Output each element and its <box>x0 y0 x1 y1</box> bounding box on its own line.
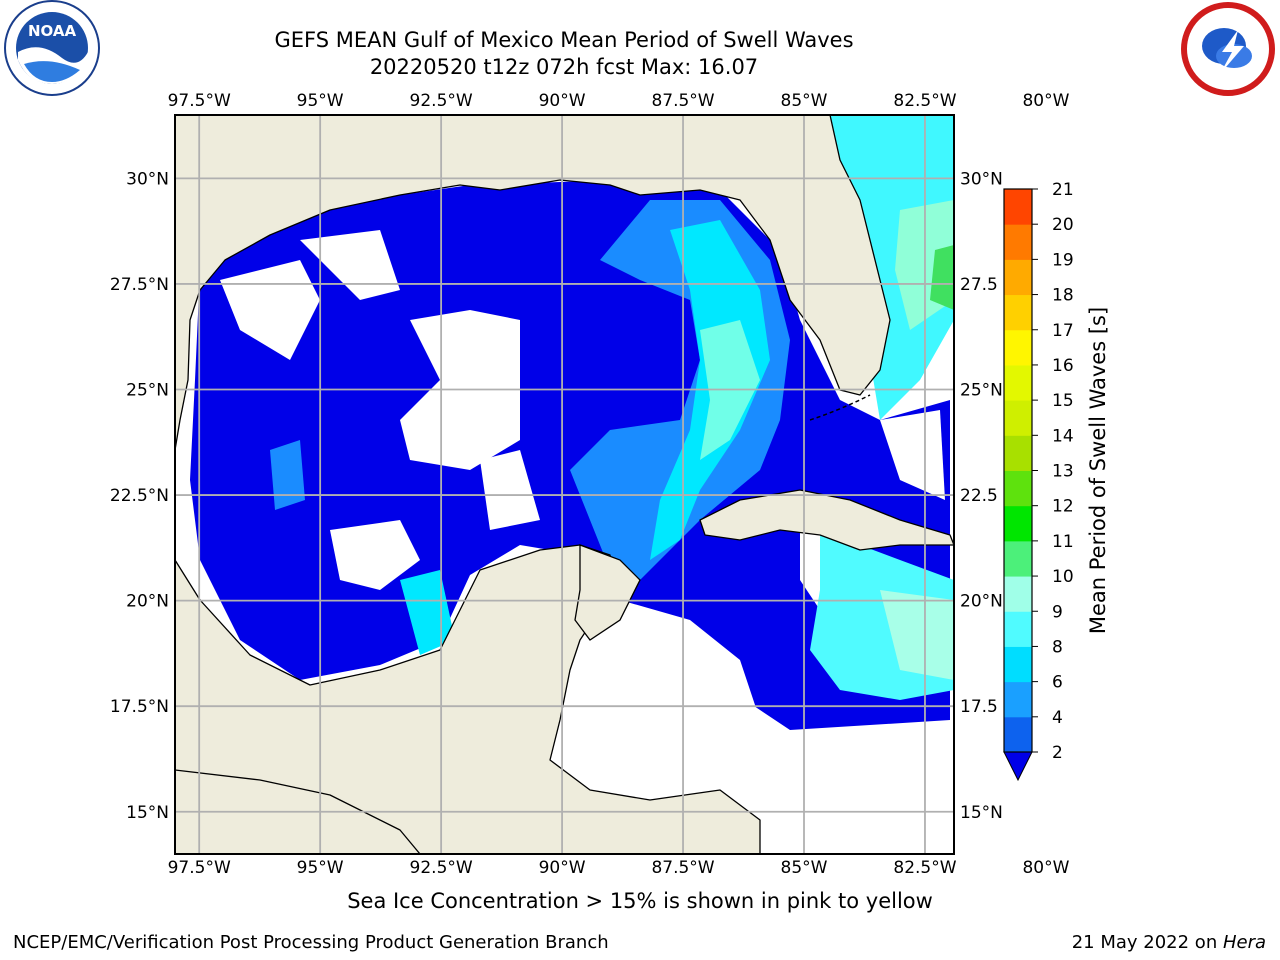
lon-tick-top: 92.5°W <box>410 91 473 111</box>
map-frame <box>174 114 955 855</box>
data-gap-4 <box>480 450 540 530</box>
colorbar-label: 15 <box>1052 391 1074 411</box>
lon-tick-top: 97.5°W <box>168 91 231 111</box>
credit-text: NCEP/EMC/Verification Post Processing Pr… <box>13 932 609 953</box>
swell-region-atlantic-peak <box>930 245 954 310</box>
data-gap-3 <box>330 520 420 590</box>
noaa-logo: NOAA <box>4 0 100 96</box>
colorbar-segment-20 <box>1004 189 1032 225</box>
colorbar-segment-2 <box>1004 716 1032 753</box>
lat-tick-right: 20°N <box>960 592 1003 612</box>
lon-tick-top: 82.5°W <box>893 91 956 111</box>
land-mass-2 <box>699 489 954 551</box>
lon-tick-top: 80°W <box>1022 91 1069 111</box>
land-mass-0 <box>175 115 891 451</box>
colorbar-label: 13 <box>1052 462 1074 482</box>
colorbar-segment-16 <box>1004 329 1032 366</box>
colorbar-label: 18 <box>1052 286 1074 306</box>
colorbar-segment-17 <box>1004 294 1032 331</box>
colorbar-segment-4 <box>1004 681 1032 718</box>
colorbar-label: 16 <box>1052 356 1074 376</box>
lon-tick-top: 90°W <box>539 91 586 111</box>
chart-title: GEFS MEAN Gulf of Mexico Mean Period of … <box>274 28 854 52</box>
lat-tick-right: 27.5 <box>960 275 998 295</box>
colorbar-segment-11 <box>1004 505 1032 542</box>
colorbar-label: 6 <box>1052 673 1063 693</box>
lat-tick-left: 27.5°N <box>110 275 169 295</box>
colorbar-label: 14 <box>1052 426 1074 446</box>
colorbar-segment-18 <box>1004 259 1032 296</box>
swell-region-caribbean-core <box>880 590 954 680</box>
colorbar-label: 20 <box>1052 215 1074 235</box>
lat-tick-right: 22.5 <box>960 486 998 506</box>
lon-tick-bottom: 95°W <box>297 858 344 878</box>
colorbar-title: Mean Period of Swell Waves [s] <box>1086 307 1110 634</box>
data-gap-0 <box>220 260 320 360</box>
lat-tick-left: 22.5°N <box>110 486 169 506</box>
lat-tick-left: 15°N <box>126 803 169 823</box>
data-gap-6 <box>610 600 760 730</box>
colorbar-label: 2 <box>1052 743 1063 763</box>
run-date: 21 May 2022 on Hera <box>1072 932 1266 953</box>
lon-tick-bottom: 85°W <box>781 858 828 878</box>
run-host: Hera <box>1222 932 1266 953</box>
colorbar-segment-13 <box>1004 435 1032 471</box>
swell-region-atlantic <box>830 115 954 420</box>
colorbar-segment-19 <box>1004 224 1032 260</box>
colorbar-label: 21 <box>1052 180 1074 200</box>
lat-tick-right: 30°N <box>960 169 1003 189</box>
colorbar-label: 8 <box>1052 637 1063 657</box>
lat-tick-left: 20°N <box>126 592 169 612</box>
colorbar-segment-14 <box>1004 400 1032 436</box>
lon-tick-bottom: 97.5°W <box>168 858 231 878</box>
colorbar-label: 9 <box>1052 602 1063 622</box>
lon-tick-top: 85°W <box>781 91 828 111</box>
lon-tick-top: 95°W <box>297 91 344 111</box>
lat-tick-right: 15°N <box>960 803 1003 823</box>
lon-tick-bottom: 87.5°W <box>651 858 714 878</box>
noaa-logo-text: NOAA <box>28 22 77 40</box>
colorbar-label: 19 <box>1052 250 1074 270</box>
lat-tick-right: 17.5 <box>960 697 998 717</box>
run-date-text: 21 May 2022 on <box>1071 932 1223 953</box>
data-gap-1 <box>300 230 400 300</box>
land-mass-1 <box>175 544 761 854</box>
nws-logo <box>1181 2 1275 96</box>
colorbar-extend <box>1003 751 1033 782</box>
colorbar-segment-15 <box>1004 364 1032 401</box>
lat-tick-left: 25°N <box>126 380 169 400</box>
chart-subtitle: 20220520 t12z 072h fcst Max: 16.07 <box>369 55 759 79</box>
colorbar-label: 17 <box>1052 321 1074 341</box>
colorbar-segment-6 <box>1004 646 1032 683</box>
coast-keys <box>809 394 871 421</box>
colorbar-segment-10 <box>1004 540 1032 577</box>
lat-tick-right: 25°N <box>960 380 1003 400</box>
lon-tick-bottom: 82.5°W <box>893 858 956 878</box>
sea-ice-note: Sea Ice Concentration > 15% is shown in … <box>347 889 933 913</box>
data-gap-7 <box>880 410 945 500</box>
land-yucatan <box>574 544 641 641</box>
lon-tick-bottom: 90°W <box>539 858 586 878</box>
colorbar-segment-9 <box>1004 576 1032 612</box>
lon-tick-top: 87.5°W <box>651 91 714 111</box>
colorbar-segment-12 <box>1004 470 1032 507</box>
lon-tick-bottom: 80°W <box>1022 858 1069 878</box>
colorbar-label: 12 <box>1052 497 1074 517</box>
lat-tick-left: 17.5°N <box>110 697 169 717</box>
colorbar-label: 4 <box>1052 708 1063 728</box>
lon-tick-bottom: 92.5°W <box>410 858 473 878</box>
colorbar-label: 11 <box>1052 532 1074 552</box>
colorbar-segment-8 <box>1004 611 1032 647</box>
colorbar-label: 10 <box>1052 567 1074 587</box>
lat-tick-left: 30°N <box>126 169 169 189</box>
swell-region-western-gulf <box>270 440 305 510</box>
